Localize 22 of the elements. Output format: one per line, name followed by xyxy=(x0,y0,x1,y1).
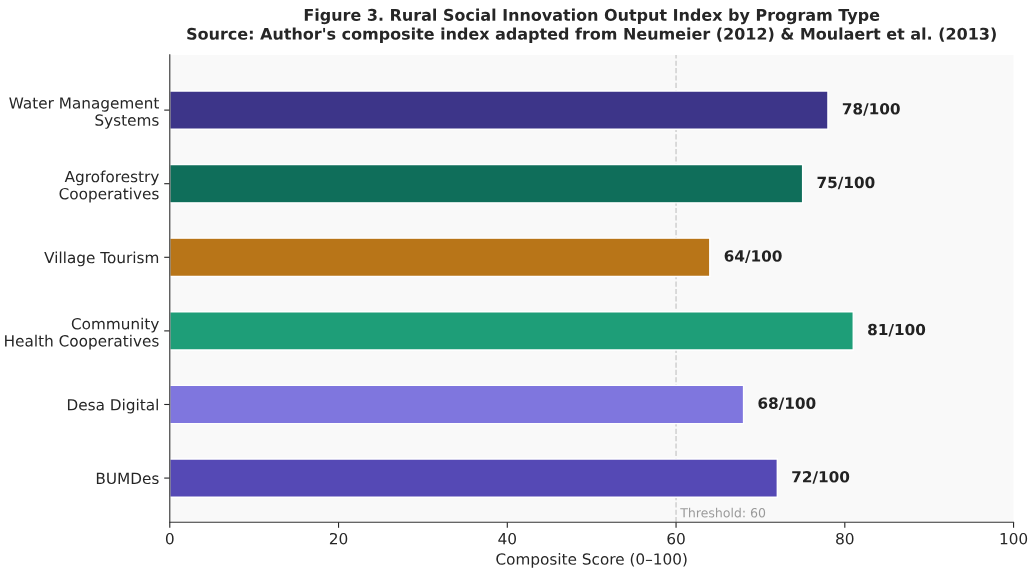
x-tick-label: 80 xyxy=(836,532,854,545)
y-tick-label: Water Management Systems xyxy=(9,97,159,129)
data-label: 68/100 xyxy=(758,397,816,411)
chart-subtitle: Source: Author's composite index adapted from Neumeier (2012) & Moulaert et al. (2013) xyxy=(187,27,996,43)
y-tick-label: Community Health Cooperatives xyxy=(5,317,159,350)
y-tick-label: Agroforestry Cooperatives xyxy=(59,170,159,203)
data-label: 81/100 xyxy=(868,323,926,337)
chart-title: Figure 3. Rural Social Innovation Output Index by Program Type xyxy=(304,8,880,25)
data-label: 75/100 xyxy=(817,176,875,190)
y-tick-label: BUMDes xyxy=(96,472,159,485)
ref-line-label: Threshold: 60 xyxy=(680,507,766,518)
x-tick-label: 60 xyxy=(667,532,685,545)
y-tick-label: Desa Digital xyxy=(67,398,158,414)
x-tick-label: 20 xyxy=(329,532,348,545)
x-tick-label: 100 xyxy=(1000,532,1028,545)
data-label: 78/100 xyxy=(842,102,900,116)
data-label: 64/100 xyxy=(724,250,782,263)
x-tick-label: 0 xyxy=(165,532,174,545)
x-tick-label: 40 xyxy=(498,532,516,545)
x-axis-title: Composite Score (0–100) xyxy=(496,552,687,568)
y-tick-label: Village Tourism xyxy=(44,251,159,267)
data-label: 72/100 xyxy=(792,470,850,484)
